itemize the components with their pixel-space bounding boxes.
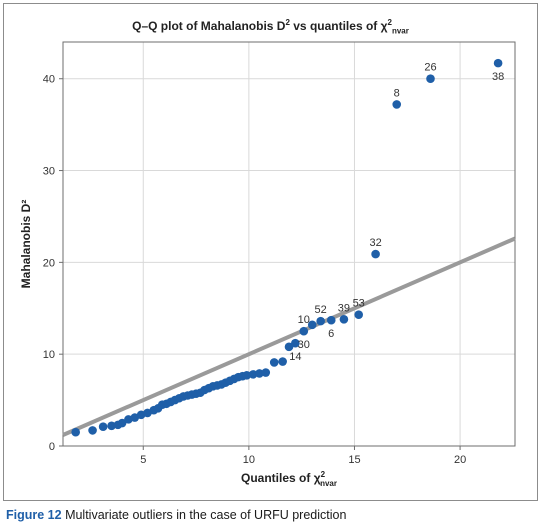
point-label: 38 (492, 71, 504, 83)
reference-line (62, 236, 516, 437)
point-label: 8 (394, 87, 400, 99)
data-point (299, 326, 309, 336)
data-point (98, 422, 108, 432)
point-label: 39 (338, 302, 350, 314)
chart-title-text: Q–Q plot of Mahalanobis D (132, 19, 286, 33)
caption-text: Multivariate outliers in the case of URF… (65, 508, 347, 522)
x-tick-label: 20 (454, 454, 466, 466)
point-label: 14 (289, 351, 301, 363)
chart-title-subsup: 2 (387, 18, 392, 27)
y-tick-label: 10 (43, 349, 55, 361)
data-point (307, 320, 317, 330)
chart-title-sup: 2 (285, 18, 290, 27)
x-axis-label: Quantiles of χ2 nvar (241, 470, 337, 488)
data-point (242, 371, 252, 380)
data-point (284, 342, 294, 352)
y-tick-label: 40 (43, 74, 55, 86)
point-label: 32 (369, 237, 381, 249)
data-point (269, 358, 279, 367)
figure-caption: Figure 12 Multivariate outliers in the c… (6, 508, 346, 522)
point-label: 6 (328, 328, 334, 340)
point-label: 26 (424, 62, 436, 74)
figure-label: Figure 12 (6, 508, 62, 522)
data-points (71, 58, 503, 437)
data-point (354, 310, 364, 320)
point-label: 30 (298, 339, 310, 351)
data-point (278, 357, 287, 366)
data-point (71, 427, 80, 437)
data-point (291, 338, 300, 348)
chart-title: Q–Q plot of Mahalanobis D2 vs quantiles … (0, 18, 541, 35)
data-point (248, 370, 258, 379)
data-point (107, 421, 116, 431)
data-point (261, 368, 271, 377)
figure-frame (3, 3, 538, 501)
data-point (316, 316, 325, 326)
chart-title-mid: vs quantiles of χ (289, 19, 388, 33)
data-point (426, 74, 435, 84)
point-label: 52 (315, 304, 327, 316)
x-tick-label: 5 (140, 454, 146, 466)
y-axis-ticks: 0 10 20 30 40 (43, 74, 63, 453)
y-axis-label: Mahalanobis D² (19, 200, 33, 289)
grid (63, 42, 515, 446)
point-label: 53 (353, 298, 365, 310)
plot-area-border (62, 41, 516, 447)
data-point (117, 418, 127, 428)
data-point (88, 426, 97, 435)
y-tick-label: 30 (43, 166, 55, 178)
x-tick-label: 15 (348, 454, 360, 466)
y-tick-label: 0 (49, 441, 55, 453)
x-axis-ticks: 5 10 15 20 (140, 446, 466, 466)
point-label: 10 (298, 314, 310, 326)
data-point (493, 58, 503, 68)
data-point (339, 314, 349, 324)
data-point (371, 249, 380, 259)
data-point (392, 100, 402, 109)
data-point (326, 315, 336, 325)
chart-title-sub: nvar (391, 26, 409, 36)
data-point (255, 369, 264, 378)
x-tick-label: 10 (243, 454, 255, 466)
y-tick-label: 20 (43, 257, 55, 269)
